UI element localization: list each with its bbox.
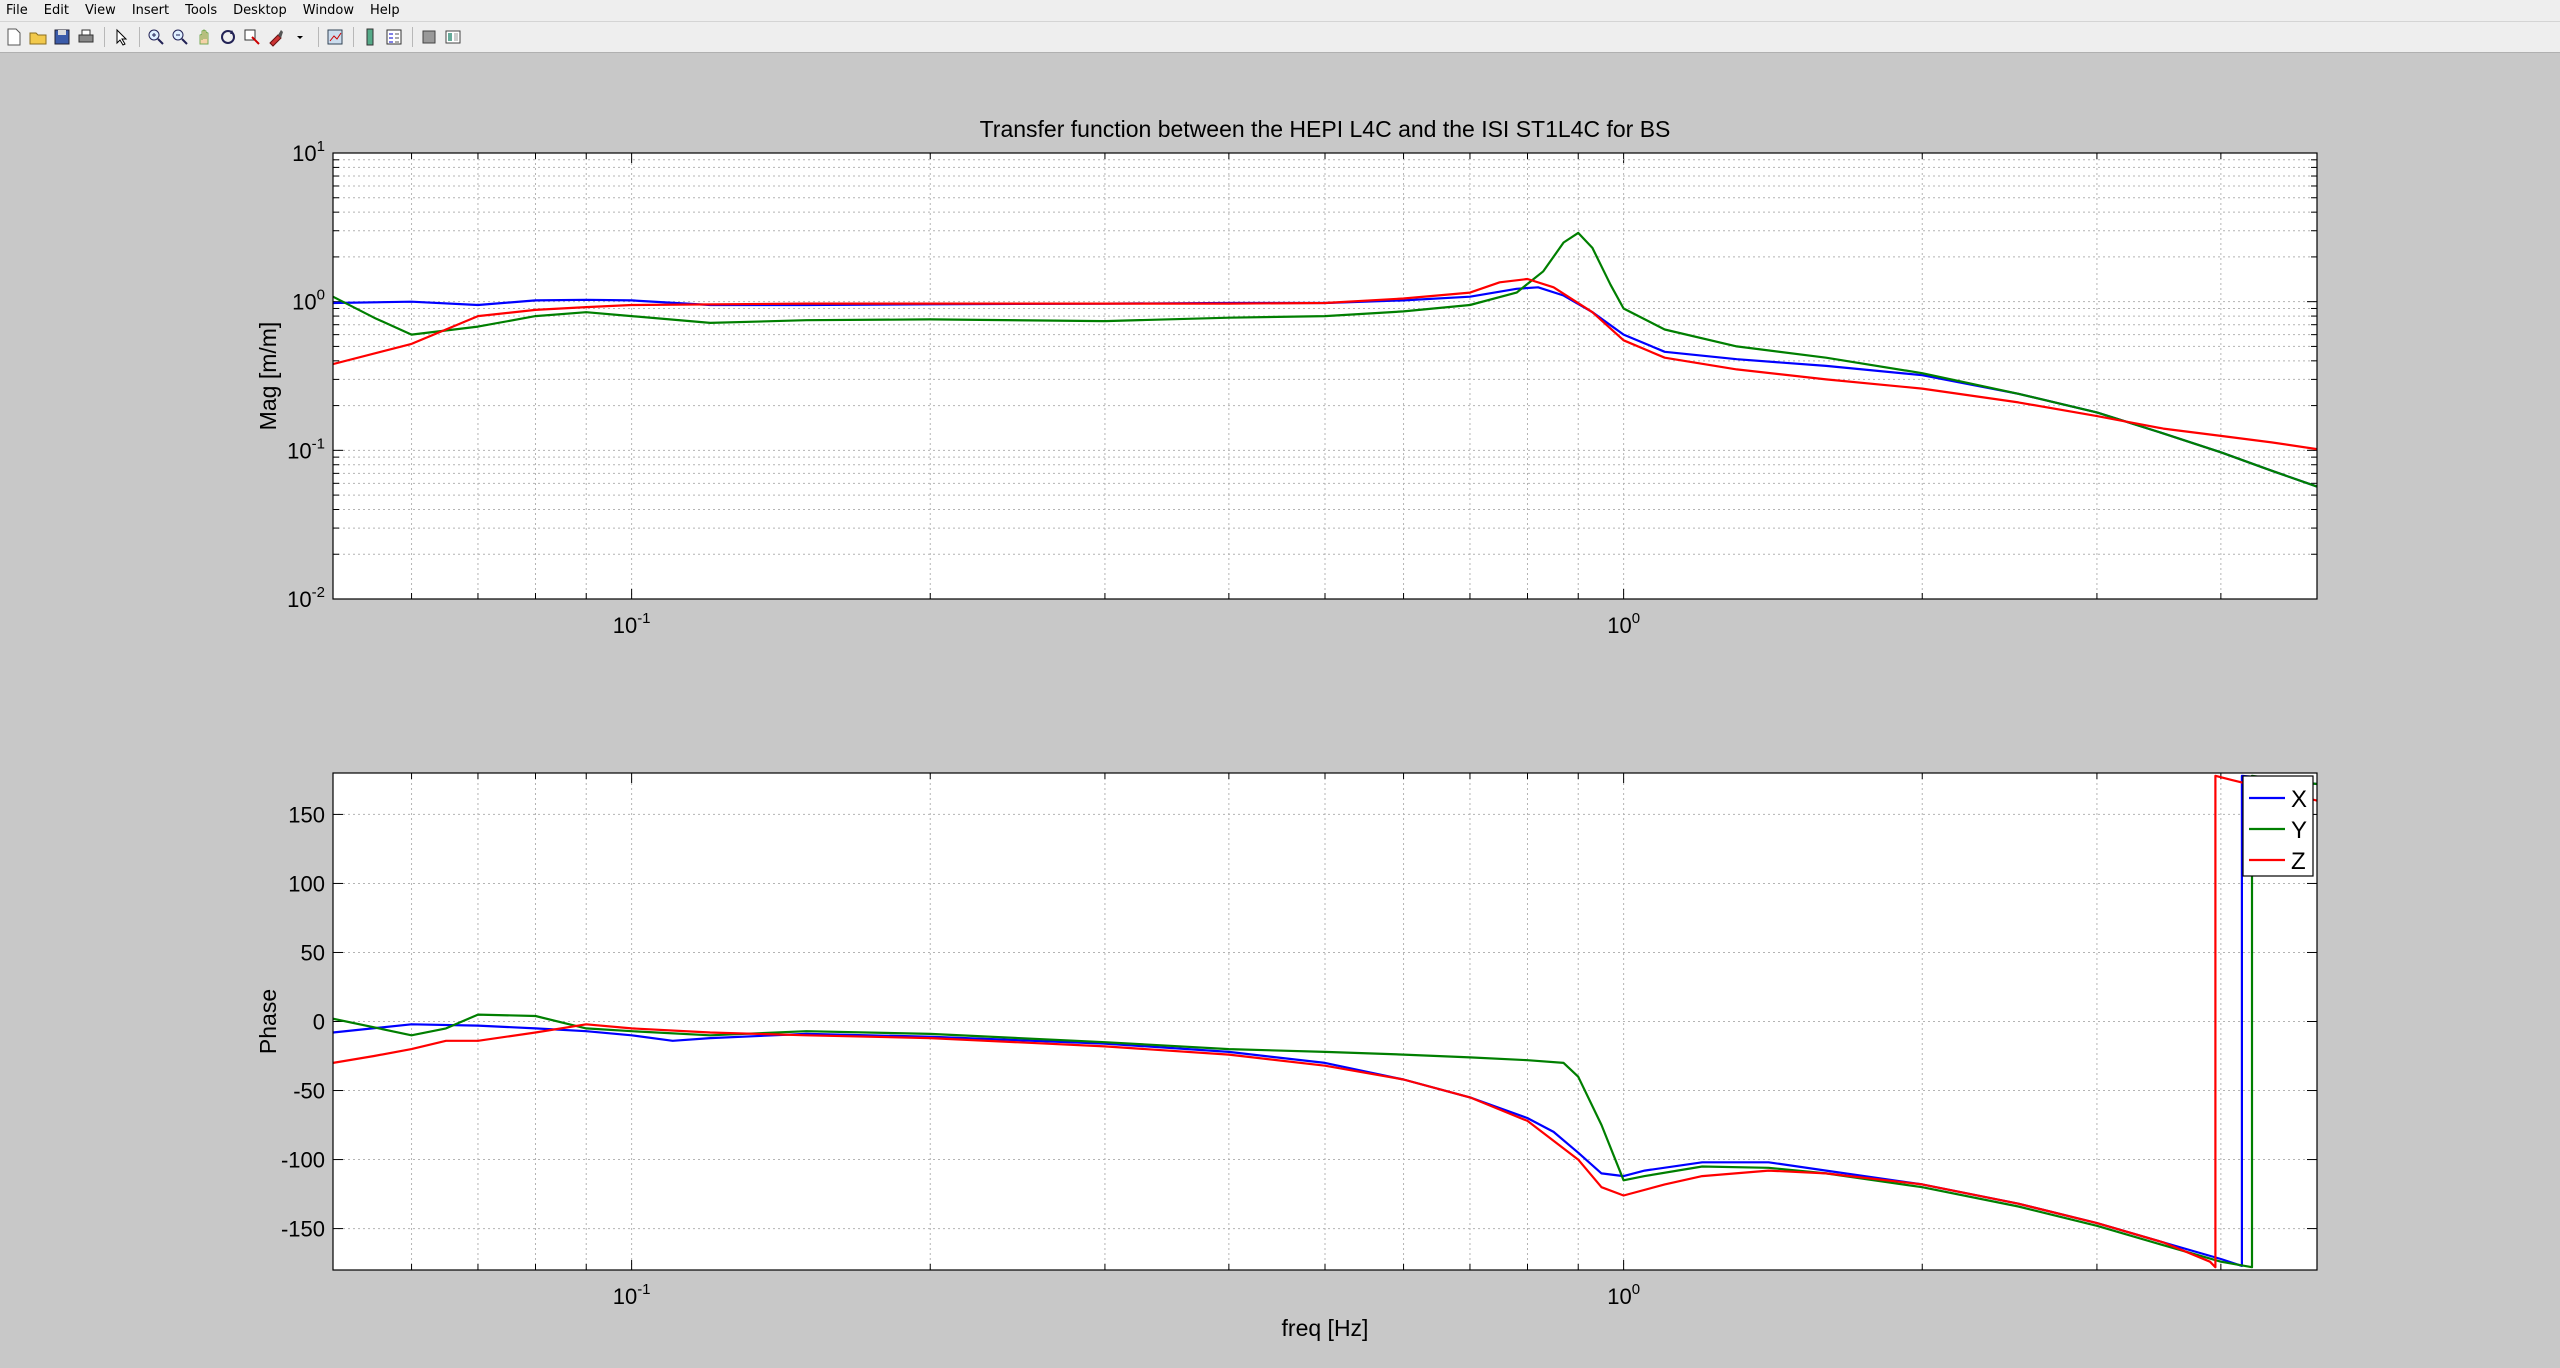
x-tick-label: 100	[1607, 1281, 1640, 1309]
axes-phase: 150 100 50 0 -50 -100 -150 10-1 100 Phase freq [Hz…	[255, 772, 2318, 1341]
series-line-y	[333, 231, 2317, 488]
menu-desktop[interactable]: Desktop	[233, 3, 287, 18]
zoom-in-icon[interactable]	[146, 27, 166, 47]
y-tick-label: 0	[313, 1010, 325, 1035]
x-tick-labels: 10-1 100	[613, 610, 1640, 638]
y-tick-label: -50	[293, 1079, 325, 1104]
legend[interactable]: XYZ	[2242, 775, 2314, 877]
series-group	[333, 774, 2317, 1269]
y-tick-label: -150	[281, 1217, 325, 1242]
y-tick-label: 10-1	[287, 435, 325, 463]
show-plot-tools-icon[interactable]	[443, 27, 463, 47]
y-tick-label: 100	[288, 871, 325, 896]
toolbar-separator	[104, 27, 105, 47]
axes-frame	[332, 152, 2318, 600]
figure-svg: 10-2 10-1 100 101 10-1 100 Transfer function b…	[255, 116, 2318, 1341]
menu-insert[interactable]: Insert	[131, 3, 170, 18]
y-tick-label: 50	[301, 940, 325, 965]
y-tick-label: -100	[281, 1148, 325, 1173]
save-icon[interactable]	[52, 27, 72, 47]
y-tick-label: 10-2	[287, 584, 325, 612]
toolbar-separator	[412, 27, 413, 47]
y-tick-label: 150	[288, 802, 325, 827]
x-tick-label: 10-1	[613, 610, 651, 638]
figure-toolbar	[0, 22, 2560, 53]
y-grid	[333, 813, 2317, 1230]
x-axis-label: freq [Hz]	[1282, 1315, 1369, 1341]
y-axis-label: Phase	[255, 989, 281, 1054]
rotate-3d-icon[interactable]	[218, 27, 238, 47]
axes-frame	[332, 772, 2318, 1271]
toolbar-separator	[139, 27, 140, 47]
y-tick-label: 100	[292, 287, 325, 315]
data-cursor-icon[interactable]	[242, 27, 262, 47]
x-tick-labels: 10-1 100	[613, 1281, 1640, 1309]
new-figure-icon[interactable]	[4, 27, 24, 47]
edit-plot-icon[interactable]	[111, 27, 131, 47]
zoom-out-icon[interactable]	[170, 27, 190, 47]
axes-magnitude: 10-2 10-1 100 101 10-1 100 Transfer function b…	[255, 116, 2318, 638]
menu-edit[interactable]: Edit	[43, 3, 69, 18]
menu-view[interactable]: View	[84, 3, 116, 18]
y-tick-label: 101	[292, 138, 325, 166]
series-line-y	[333, 774, 2317, 1269]
menu-bar: File Edit View Insert Tools Desktop Window Help	[0, 0, 2560, 22]
brush-icon[interactable]	[266, 27, 286, 47]
chart-title: Transfer function between the HEPI L4C a…	[980, 116, 1671, 142]
series-line-z	[333, 277, 2317, 451]
insert-legend-icon[interactable]	[384, 27, 404, 47]
menu-file[interactable]: File	[6, 3, 28, 18]
pan-icon[interactable]	[194, 27, 214, 47]
menu-window[interactable]: Window	[302, 3, 355, 18]
series-group	[333, 231, 2317, 488]
x-tick-label: 10-1	[613, 1281, 651, 1309]
insert-colorbar-icon[interactable]	[360, 27, 380, 47]
figure-canvas: 10-2 10-1 100 101 10-1 100 Transfer function b…	[0, 53, 2560, 1364]
print-icon[interactable]	[76, 27, 96, 47]
legend-label-y: Y	[2291, 817, 2307, 844]
y-axis-label: Mag [m/m]	[255, 322, 281, 431]
y-tick-labels: 150 100 50 0 -50 -100 -150	[281, 802, 325, 1241]
open-file-icon[interactable]	[28, 27, 48, 47]
y-tick-labels: 10-2 10-1 100 101	[287, 138, 325, 612]
y-grid	[333, 159, 2317, 600]
toolbar-separator	[318, 27, 319, 47]
x-tick-label: 100	[1607, 610, 1640, 638]
toolbar-separator	[353, 27, 354, 47]
series-line-z	[333, 774, 2317, 1269]
legend-label-x: X	[2291, 786, 2307, 813]
hide-plot-tools-icon[interactable]	[419, 27, 439, 47]
brush-dropdown-icon[interactable]	[290, 27, 310, 47]
menu-tools[interactable]: Tools	[185, 3, 218, 18]
legend-label-z: Z	[2291, 848, 2306, 875]
link-plot-icon[interactable]	[325, 27, 345, 47]
menu-help[interactable]: Help	[370, 3, 400, 18]
